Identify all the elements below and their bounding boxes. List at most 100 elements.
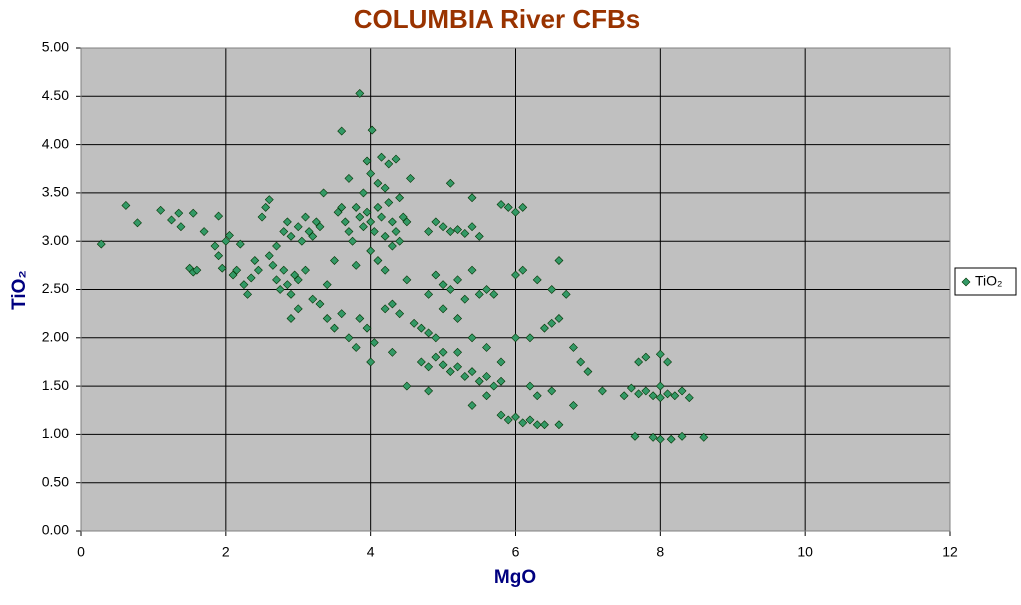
point: [261, 202, 271, 212]
point: [246, 273, 256, 283]
point: [532, 391, 542, 401]
point: [264, 251, 274, 261]
point: [406, 173, 415, 183]
point: [663, 357, 672, 367]
point: [380, 231, 390, 241]
point: [518, 265, 528, 275]
point: [634, 357, 644, 367]
point: [344, 227, 354, 236]
point: [369, 227, 379, 236]
point: [482, 285, 491, 294]
point: [293, 304, 303, 314]
point: [547, 318, 557, 328]
point: [416, 323, 426, 333]
point: [272, 275, 281, 285]
point: [366, 169, 376, 179]
point: [156, 205, 166, 215]
point: [655, 381, 665, 391]
point: [532, 275, 542, 285]
y-tick-label: 4.00: [42, 135, 69, 151]
point: [188, 208, 198, 218]
point: [569, 400, 578, 410]
point: [257, 212, 267, 222]
point: [482, 391, 491, 401]
point: [525, 333, 535, 343]
point: [666, 434, 676, 444]
point: [322, 314, 332, 323]
point: [597, 386, 607, 396]
y-axis-label: TiO₂: [9, 270, 30, 310]
point: [210, 241, 220, 251]
point: [250, 256, 260, 265]
point: [367, 125, 377, 135]
point: [373, 256, 383, 265]
point: [96, 239, 106, 249]
point: [409, 318, 419, 328]
point: [355, 314, 365, 323]
point: [503, 415, 513, 425]
point: [359, 222, 368, 232]
point: [293, 275, 303, 285]
point: [391, 154, 401, 164]
point: [311, 217, 321, 227]
y-tick-label: 3.00: [42, 232, 69, 248]
point: [648, 432, 658, 442]
point: [467, 400, 477, 410]
chart-title: COLUMBIA River CFBs: [354, 4, 641, 34]
point: [239, 280, 249, 290]
point: [511, 207, 520, 217]
point: [301, 265, 310, 275]
point: [362, 156, 372, 166]
point: [301, 212, 310, 222]
point: [677, 386, 687, 396]
point: [460, 372, 470, 381]
point: [453, 275, 462, 285]
point: [511, 270, 520, 280]
point: [655, 393, 665, 403]
point: [453, 225, 462, 235]
point: [308, 294, 318, 304]
point: [619, 391, 629, 401]
point: [554, 420, 564, 430]
point: [366, 217, 376, 227]
point: [275, 285, 285, 294]
point: [290, 270, 300, 280]
point: [315, 222, 325, 232]
legend-label: TiO₂: [975, 273, 1002, 289]
point: [489, 289, 499, 299]
point: [576, 357, 586, 367]
point: [467, 265, 477, 275]
point: [445, 178, 455, 188]
point: [684, 393, 694, 403]
point: [337, 126, 347, 136]
point: [377, 152, 386, 162]
point: [279, 265, 289, 275]
point: [511, 412, 520, 422]
point: [235, 239, 245, 249]
point: [192, 265, 202, 275]
point: [496, 376, 506, 386]
point: [438, 347, 448, 357]
plot-border: [80, 47, 951, 532]
point: [525, 415, 535, 425]
point: [416, 357, 426, 367]
point: [387, 241, 397, 251]
point: [391, 227, 401, 236]
point: [467, 367, 477, 377]
point: [677, 431, 687, 441]
point: [424, 289, 434, 299]
point: [424, 362, 434, 372]
point: [641, 352, 651, 362]
point: [359, 188, 368, 198]
point: [424, 328, 434, 338]
x-tick-label: 2: [222, 544, 230, 560]
point: [369, 338, 379, 348]
point: [282, 217, 292, 227]
point: [540, 420, 549, 430]
point: [293, 222, 303, 232]
x-tick-label: 8: [656, 544, 664, 560]
point: [362, 207, 372, 217]
point: [380, 183, 390, 193]
point: [547, 285, 557, 294]
